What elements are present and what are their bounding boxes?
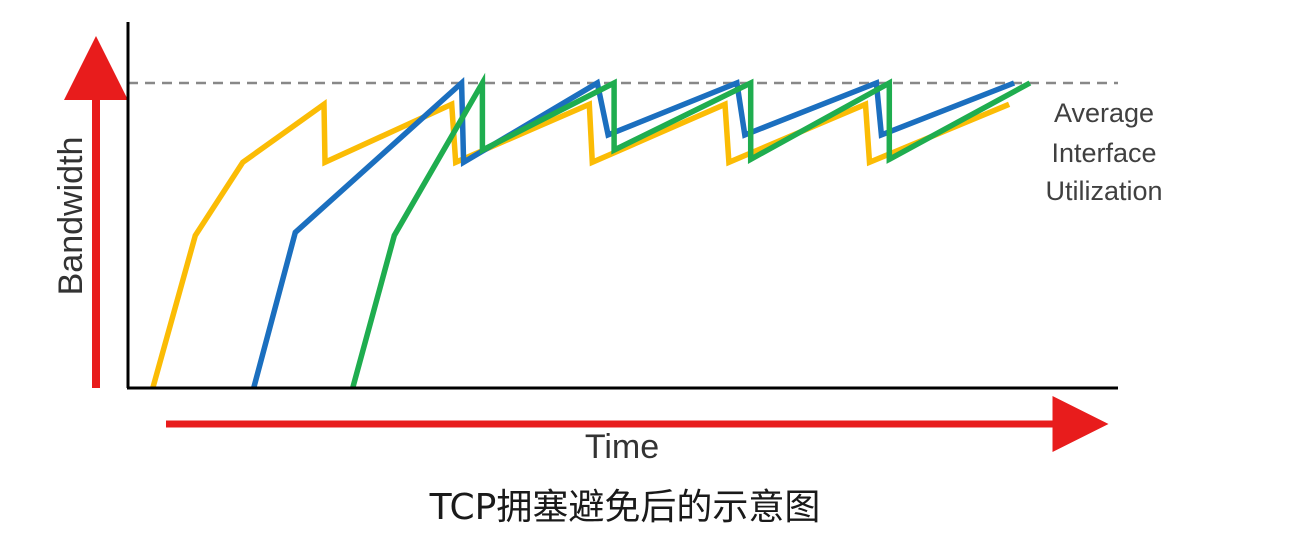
annotation-line-3: Utilization bbox=[1045, 176, 1162, 206]
annotation-line-2: Interface bbox=[1051, 138, 1156, 168]
average-utilization-annotation: Average Interface Utilization bbox=[1045, 98, 1162, 206]
series-line-3 bbox=[350, 72, 1032, 389]
x-axis-label: Time bbox=[585, 428, 659, 466]
series-group bbox=[150, 72, 1032, 389]
annotation-line-1: Average bbox=[1054, 98, 1154, 128]
chart-caption: TCP拥塞避免后的示意图 bbox=[429, 487, 821, 528]
series-line-2 bbox=[251, 76, 1016, 389]
series-line-1 bbox=[150, 99, 1011, 389]
bandwidth-chart: Bandwidth Time Average Interface Utiliza… bbox=[52, 22, 1163, 466]
y-axis-label: Bandwidth bbox=[52, 137, 90, 296]
